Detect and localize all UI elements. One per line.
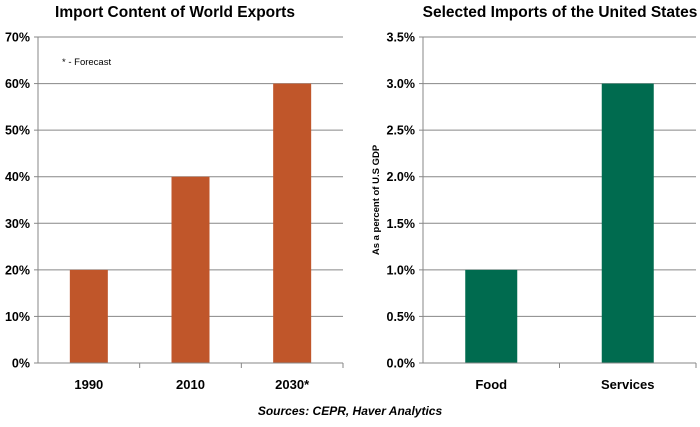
right-bar-2 bbox=[601, 83, 654, 364]
right-x-tick-label: Food bbox=[475, 377, 507, 392]
right-chart-y-ticks: 0.0% 0.5% 1.0% 1.5% 2.0% 2.5% 3.0% 3.5% bbox=[387, 31, 416, 371]
left-x-tick-label: 2030* bbox=[275, 377, 310, 392]
right-y-tick-label: 0.0% bbox=[387, 357, 416, 371]
left-y-tick-label: 60% bbox=[5, 77, 30, 91]
forecast-note: * - Forecast bbox=[62, 57, 111, 68]
right-y-tick-label: 3.5% bbox=[387, 31, 416, 45]
right-chart-axes bbox=[419, 36, 697, 368]
left-chart-axes bbox=[34, 36, 344, 368]
left-y-tick-label: 0% bbox=[12, 357, 30, 371]
left-chart: Import Content of World Exports 0% 10% 20%… bbox=[5, 4, 344, 392]
left-chart-y-ticks: 0% 10% 20% 30% 40% 50% 60% 70% bbox=[5, 31, 30, 371]
left-x-tick-label: 1990 bbox=[74, 377, 103, 392]
right-chart-x-ticks: Food Services bbox=[475, 377, 654, 392]
left-x-tick-label: 2010 bbox=[176, 377, 205, 392]
right-bar-1 bbox=[465, 269, 518, 363]
right-y-tick-label: 2.5% bbox=[387, 124, 416, 138]
left-y-tick-label: 70% bbox=[5, 31, 30, 45]
left-chart-bars bbox=[69, 83, 312, 364]
left-chart-x-ticks: 1990 2010 2030* bbox=[74, 377, 310, 392]
source-note: Sources: CEPR, Haver Analytics bbox=[257, 404, 443, 418]
right-chart-title: Selected Imports of the United States bbox=[423, 4, 698, 21]
right-y-tick-label: 3.0% bbox=[387, 77, 416, 91]
left-bar-3 bbox=[273, 83, 312, 364]
right-x-tick-label: Services bbox=[601, 377, 655, 392]
left-y-tick-label: 10% bbox=[5, 310, 30, 324]
left-y-tick-label: 40% bbox=[5, 170, 30, 184]
left-chart-title: Import Content of World Exports bbox=[55, 4, 295, 21]
left-bar-2 bbox=[171, 176, 210, 363]
right-chart-gridlines bbox=[423, 36, 696, 317]
left-y-tick-label: 20% bbox=[5, 263, 30, 277]
right-y-tick-label: 2.0% bbox=[387, 170, 416, 184]
right-y-tick-label: 1.0% bbox=[387, 263, 416, 277]
right-chart-bars bbox=[465, 83, 654, 364]
left-y-tick-label: 50% bbox=[5, 124, 30, 138]
right-y-tick-label: 0.5% bbox=[387, 310, 416, 324]
left-y-tick-label: 30% bbox=[5, 217, 30, 231]
right-chart: Selected Imports of the United States 0.… bbox=[371, 4, 697, 392]
right-y-tick-label: 1.5% bbox=[387, 217, 416, 231]
right-chart-y-axis-label: As a percent of U.S GDP bbox=[371, 144, 382, 255]
left-bar-1 bbox=[69, 269, 108, 363]
